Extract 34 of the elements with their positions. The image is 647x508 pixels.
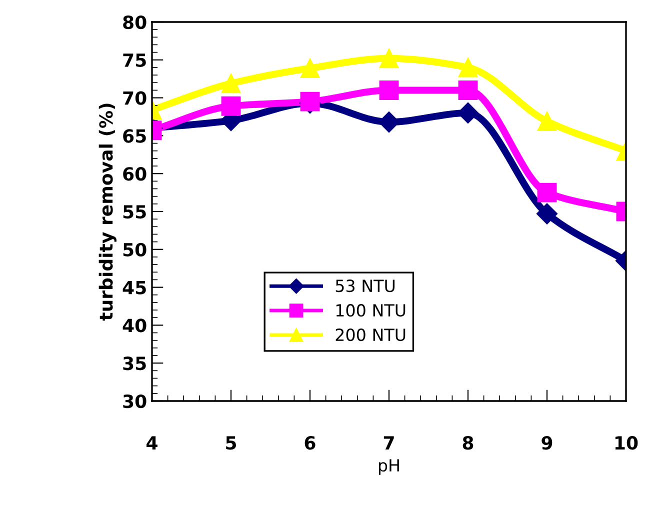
x-tick-label: 8 xyxy=(462,436,474,450)
point xyxy=(537,112,557,132)
point xyxy=(300,58,320,78)
y-tick-label: 50 xyxy=(123,242,146,257)
x-axis-title: pH xyxy=(378,459,399,475)
y-axis-title: turbidity removal (%) xyxy=(98,104,116,321)
x-tick-label: 10 xyxy=(615,436,638,450)
point xyxy=(221,74,241,94)
y-tick-label: 55 xyxy=(123,205,146,219)
point xyxy=(221,96,241,116)
y-tick-label: 35 xyxy=(123,356,146,370)
legend-label: 53 NTU xyxy=(336,280,395,292)
y-tick-label: 30 xyxy=(123,394,146,408)
point xyxy=(537,182,557,202)
x-tick-label: 4 xyxy=(146,436,158,450)
x-tick-label: 7 xyxy=(384,436,394,450)
point xyxy=(458,80,478,100)
y-tick-label: 80 xyxy=(123,15,146,30)
point xyxy=(300,92,320,112)
x-tick-label: 5 xyxy=(226,436,236,450)
y-tick-label: 65 xyxy=(123,129,146,143)
point xyxy=(379,48,399,68)
y-tick-label: 45 xyxy=(122,280,146,294)
y-tick-label: 60 xyxy=(123,167,146,181)
point xyxy=(458,58,478,78)
y-tick-label: 40 xyxy=(122,318,146,332)
point xyxy=(536,203,558,224)
x-tick-label: 9 xyxy=(542,436,552,450)
y-tick-label: 75 xyxy=(123,54,146,68)
x-tick-label: 6 xyxy=(304,436,316,450)
y-tick-label: 70 xyxy=(123,91,146,105)
point xyxy=(379,80,399,100)
legend-label: 200 NTU xyxy=(336,328,406,342)
legend-label: 100 NTU xyxy=(336,304,406,317)
